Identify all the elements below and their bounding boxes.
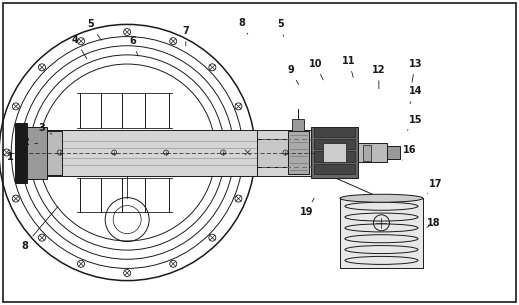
Text: 11: 11 <box>342 56 356 77</box>
Bar <box>315 152 355 162</box>
Text: 4: 4 <box>72 35 87 59</box>
Text: 12: 12 <box>372 65 386 89</box>
Bar <box>315 163 355 174</box>
Text: 2: 2 <box>22 137 38 147</box>
Text: 7: 7 <box>182 26 189 46</box>
Bar <box>15 123 26 182</box>
Bar <box>387 146 400 159</box>
Text: 9: 9 <box>287 65 298 84</box>
Bar <box>257 138 330 167</box>
Bar <box>363 145 371 160</box>
Bar <box>358 143 387 162</box>
Bar <box>15 130 330 175</box>
Text: 5: 5 <box>277 20 284 36</box>
Text: 13: 13 <box>408 59 422 82</box>
Text: 8: 8 <box>21 206 58 250</box>
Ellipse shape <box>340 194 423 202</box>
Text: 18: 18 <box>427 218 440 228</box>
Bar <box>315 127 355 137</box>
Bar <box>323 143 347 162</box>
Text: 8: 8 <box>238 18 248 34</box>
Text: 19: 19 <box>299 198 314 217</box>
Bar <box>311 127 358 178</box>
Bar <box>315 139 355 149</box>
Text: 3: 3 <box>38 123 52 134</box>
Text: 10: 10 <box>309 59 323 80</box>
Bar <box>288 131 309 174</box>
Text: 6: 6 <box>129 36 138 56</box>
Bar <box>26 127 47 178</box>
Text: 15: 15 <box>407 115 422 131</box>
Text: 1: 1 <box>7 152 23 162</box>
Bar <box>292 119 305 131</box>
Bar <box>340 198 423 268</box>
Text: 14: 14 <box>408 87 422 104</box>
Bar <box>47 131 62 174</box>
Text: 5: 5 <box>87 20 101 40</box>
Text: 16: 16 <box>402 145 417 160</box>
Text: 17: 17 <box>427 179 443 194</box>
